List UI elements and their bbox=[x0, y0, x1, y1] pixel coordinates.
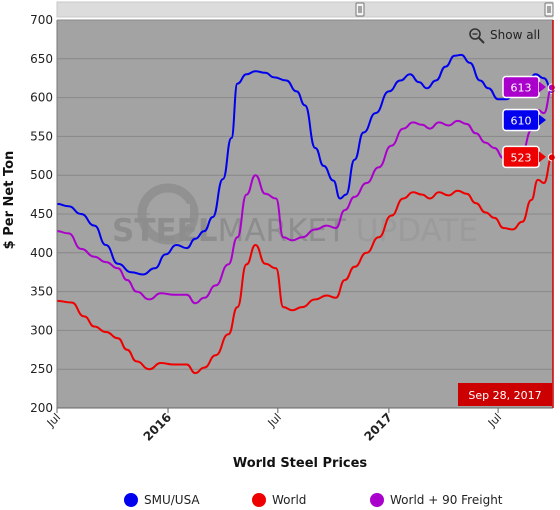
show-all-label[interactable]: Show all bbox=[490, 28, 540, 42]
x-axis-ticks: Jul 2016 Jul 2017 Jul bbox=[44, 408, 504, 444]
legend-item[interactable]: SMU/USA bbox=[124, 493, 200, 507]
y-tick-label: 550 bbox=[30, 129, 53, 143]
magnifier-zoom-out-icon bbox=[469, 28, 481, 40]
badge-pointer bbox=[539, 114, 546, 126]
legend-marker bbox=[252, 493, 266, 507]
y-tick-label: 400 bbox=[30, 246, 53, 260]
badge-value: 610 bbox=[511, 115, 532, 128]
legend-marker bbox=[124, 493, 138, 507]
steel-market-update-watermark: STEELMARKET UPDATE bbox=[112, 183, 478, 249]
crosshair-date-text: Sep 28, 2017 bbox=[468, 389, 541, 402]
show-all-button[interactable]: Show all bbox=[469, 28, 540, 44]
y-axis-title: $ Per Net Ton bbox=[2, 151, 17, 250]
navigator-track[interactable] bbox=[56, 1, 554, 18]
x-axis-title: World Steel Prices bbox=[233, 456, 368, 471]
magnifier-handle bbox=[478, 37, 485, 44]
y-tick-label: 200 bbox=[30, 401, 53, 415]
legend-marker bbox=[370, 493, 384, 507]
legend-item[interactable]: World bbox=[252, 493, 306, 507]
y-tick-label: 300 bbox=[30, 323, 53, 337]
series-value-badge: 523 bbox=[502, 145, 546, 169]
legend-label: World bbox=[272, 493, 306, 507]
navigator-strip[interactable] bbox=[56, 1, 554, 18]
badge-value: 613 bbox=[511, 82, 532, 95]
watermark-text: STEELMARKET UPDATE bbox=[112, 213, 478, 249]
x-tick-label: Jul bbox=[265, 411, 284, 430]
legend-label: World + 90 Freight bbox=[390, 493, 503, 507]
badge-pointer bbox=[539, 81, 546, 93]
y-tick-label: 650 bbox=[30, 52, 53, 66]
value-badges: 613 610 523 bbox=[502, 75, 546, 169]
series-value-badge: 610 bbox=[502, 108, 546, 132]
navigator-handle-right[interactable] bbox=[544, 2, 554, 17]
y-tick-label: 350 bbox=[30, 285, 53, 299]
y-axis-ticks: 200 250 300 350 400 450 500 550 600 650 700 bbox=[30, 13, 53, 415]
legend: SMU/USA World World + 90 Freight bbox=[124, 493, 503, 507]
series-value-badge: 613 bbox=[502, 75, 546, 99]
series-line bbox=[56, 156, 553, 375]
legend-label: SMU/USA bbox=[144, 493, 200, 507]
watermark-ring-cut bbox=[150, 204, 190, 224]
y-tick-label: 500 bbox=[30, 168, 53, 182]
x-tick-label: 2016 bbox=[141, 410, 175, 444]
series-line bbox=[56, 86, 553, 305]
y-tick-label: 700 bbox=[30, 13, 53, 27]
y-tick-label: 450 bbox=[30, 207, 53, 221]
crosshair-date-label: Sep 28, 2017 bbox=[458, 383, 552, 406]
series-end-point[interactable] bbox=[547, 153, 556, 162]
y-tick-label: 250 bbox=[30, 362, 53, 376]
badge-pointer bbox=[539, 151, 546, 163]
legend-item[interactable]: World + 90 Freight bbox=[370, 493, 503, 507]
badge-value: 523 bbox=[511, 151, 532, 164]
series-end-point[interactable] bbox=[547, 83, 556, 92]
y-tick-label: 600 bbox=[30, 91, 53, 105]
x-tick-label: Jul bbox=[485, 411, 504, 430]
x-tick-label: 2017 bbox=[361, 410, 395, 444]
crosshair-date-box bbox=[458, 383, 552, 406]
watermark-ring bbox=[137, 183, 199, 245]
series-line bbox=[56, 53, 553, 276]
navigator-handle-left[interactable] bbox=[355, 2, 365, 17]
